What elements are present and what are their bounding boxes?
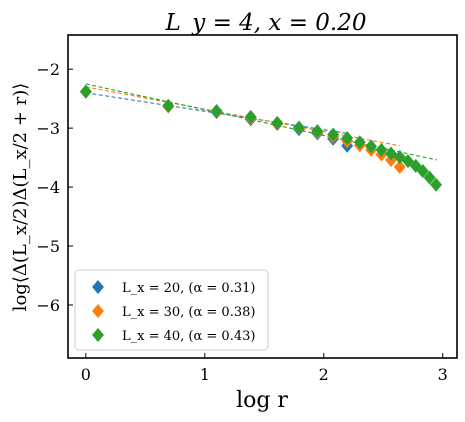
data-point-series-3 [430, 177, 443, 192]
data-point-series-3 [341, 131, 354, 146]
data-point-series-3 [79, 84, 92, 99]
y-axis-label: log⟨Δ(L_x/2)Δ(L_x/2 + r)⟩ [10, 83, 31, 312]
fit-line-series-2 [85, 86, 401, 147]
y-axis-ticks: −6 −5 −4 −3 −2 [36, 60, 73, 315]
x-tick-label: 3 [438, 365, 448, 384]
data-point-series-3 [293, 120, 305, 135]
data-point-series-3 [365, 139, 378, 154]
x-axis-label: log r [236, 388, 288, 413]
legend-label-series-1: L_x = 20, (α = 0.31) [122, 281, 255, 296]
data-point-series-3 [375, 142, 388, 157]
data-point-series-3 [353, 135, 366, 150]
data-points [79, 84, 443, 192]
legend-label-series-2: L_x = 30, (α = 0.38) [122, 305, 255, 320]
x-tick-label: 0 [81, 365, 91, 384]
data-point-series-3 [210, 104, 223, 119]
y-tick-label: −4 [36, 178, 60, 197]
x-tick-label: 2 [319, 365, 329, 384]
data-point-series-3 [416, 164, 429, 179]
data-point-series-3 [327, 127, 340, 142]
data-point-series-3 [311, 124, 324, 139]
data-point-series-3 [244, 109, 257, 124]
y-tick-label: −3 [36, 119, 60, 138]
chart-title: L_y = 4, x = 0.20 [165, 10, 367, 36]
legend: L_x = 20, (α = 0.31) L_x = 30, (α = 0.38)… [74, 269, 269, 351]
legend-marker-series-3 [92, 328, 104, 342]
plot-frame [67, 34, 458, 359]
data-point-series-3 [162, 98, 175, 113]
legend-label-series-3: L_x = 40, (α = 0.43) [122, 329, 255, 344]
data-point-series-3 [271, 115, 284, 130]
x-axis-ticks: 0 1 2 3 [81, 353, 448, 384]
y-tick-label: −6 [36, 296, 60, 315]
x-tick-label: 1 [200, 365, 210, 384]
data-point-series-3 [423, 170, 436, 185]
legend-marker-series-1 [92, 280, 104, 294]
y-tick-label: −2 [36, 60, 60, 79]
data-point-series-2 [393, 160, 406, 175]
y-tick-label: −5 [36, 237, 60, 256]
legend-box [74, 269, 269, 351]
legend-marker-series-2 [92, 304, 104, 318]
